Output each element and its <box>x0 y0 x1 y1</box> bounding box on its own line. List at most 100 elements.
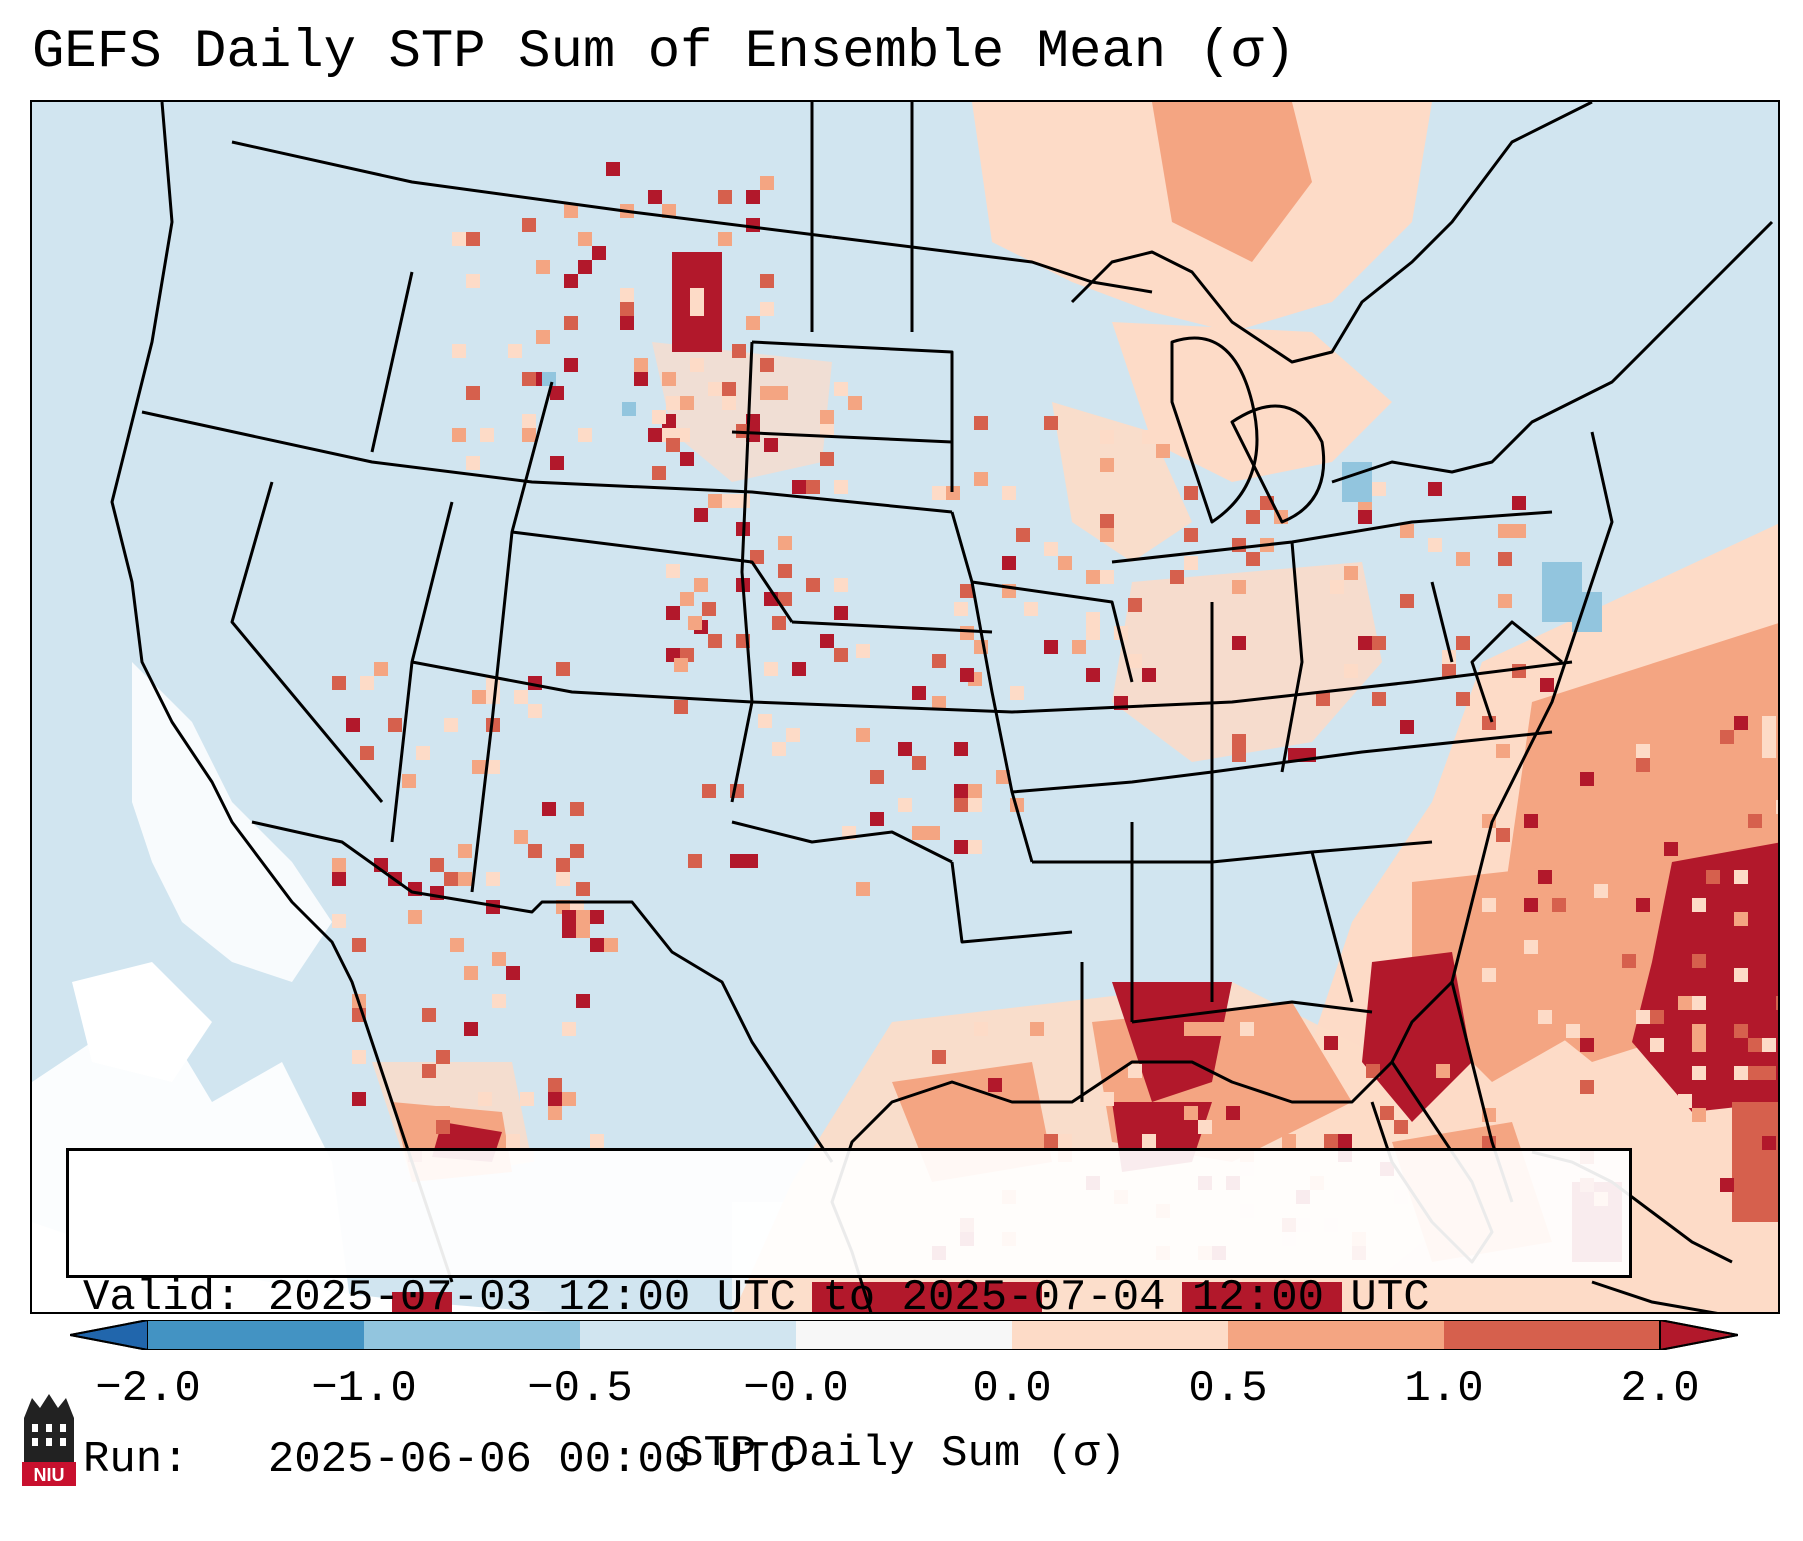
grid-cell <box>1706 870 1720 884</box>
grid-cell <box>1678 996 1692 1010</box>
grid-cell <box>1100 430 1114 444</box>
grid-cell <box>1044 542 1058 556</box>
grid-cell <box>834 648 848 662</box>
grid-cell <box>1100 570 1114 584</box>
grid-cell <box>1030 1022 1044 1036</box>
grid-cell <box>1366 1050 1380 1064</box>
grid-cell <box>528 704 542 718</box>
grid-cell <box>1358 510 1372 524</box>
grid-cell <box>1594 884 1608 898</box>
grid-cell <box>764 662 778 676</box>
grid-cell <box>590 1134 604 1148</box>
grid-cell <box>620 302 634 316</box>
grid-cell <box>1100 528 1114 542</box>
grid-cell <box>746 218 760 232</box>
colorbar-segment <box>1228 1320 1445 1350</box>
valid-row: Valid: 2025-07-03 12:00 UTC to 2025-07-0… <box>83 1271 1629 1325</box>
grid-cell <box>834 578 848 592</box>
grid-cell <box>1086 668 1100 682</box>
grid-cell <box>1044 640 1058 654</box>
grid-cell <box>564 358 578 372</box>
grid-cell <box>988 1106 1002 1120</box>
grid-cell <box>680 592 694 606</box>
grid-cell <box>1762 716 1776 730</box>
grid-cell <box>1358 636 1372 650</box>
grid-cell <box>772 742 786 756</box>
grid-cell <box>1524 884 1538 898</box>
grid-cell <box>578 260 592 274</box>
grid-cell <box>1400 594 1414 608</box>
grid-cell <box>1692 1038 1706 1052</box>
grid-cell <box>486 872 500 886</box>
grid-cell <box>332 872 346 886</box>
grid-cell <box>604 938 618 952</box>
grid-cell <box>722 382 736 396</box>
grid-cell <box>1776 996 1778 1010</box>
colorbar-segment <box>1012 1320 1229 1350</box>
grid-cell <box>746 316 760 330</box>
grid-cell <box>388 718 402 732</box>
grid-cell <box>564 274 578 288</box>
grid-cell <box>550 456 564 470</box>
grid-cell <box>1678 1094 1692 1108</box>
grid-cell <box>556 662 570 676</box>
grid-cell <box>556 858 570 872</box>
grid-cell <box>564 204 578 218</box>
colorbar-tick-label: −1.0 <box>311 1364 417 1414</box>
grid-cell <box>662 204 676 218</box>
grid-cell <box>536 260 550 274</box>
grid-cell <box>360 746 374 760</box>
grid-cell <box>1316 692 1330 706</box>
grid-cell <box>464 966 478 980</box>
grid-cell <box>522 414 536 428</box>
grid-cell <box>764 438 778 452</box>
grid-cell <box>480 428 494 442</box>
grid-cell <box>1496 828 1510 842</box>
grid-cell <box>564 316 578 330</box>
grid-cell <box>898 798 912 812</box>
grid-cell <box>996 770 1010 784</box>
grid-cell <box>360 676 374 690</box>
grid-cell <box>346 718 360 732</box>
grid-cell <box>562 1022 576 1036</box>
grid-cell <box>452 344 466 358</box>
grid-cell <box>760 358 774 372</box>
grid-cell <box>1142 430 1156 444</box>
grid-cell <box>786 728 800 742</box>
valid-value: 2025-07-03 12:00 UTC to 2025-07-04 12:00… <box>267 1273 1430 1323</box>
grid-cell <box>1510 940 1524 954</box>
grid-cell <box>522 372 536 386</box>
grid-cell <box>1734 1122 1748 1136</box>
grid-cell <box>1268 1036 1282 1050</box>
grid-cell <box>666 564 680 578</box>
grid-cell <box>1748 1122 1762 1136</box>
grid-cell <box>606 162 620 176</box>
grid-cell <box>1552 898 1566 912</box>
grid-cell <box>1372 636 1386 650</box>
grid-cell <box>690 358 704 372</box>
grid-cell <box>792 662 806 676</box>
map-panel <box>30 100 1780 1314</box>
grid-cell <box>576 994 590 1008</box>
grid-cell <box>932 486 946 500</box>
grid-cell <box>1496 744 1510 758</box>
grid-cell <box>478 1092 492 1106</box>
grid-cell <box>674 658 688 672</box>
colorbar-tick-label: 1.0 <box>1404 1364 1484 1414</box>
grid-cell <box>1512 524 1526 538</box>
grid-cell <box>750 550 764 564</box>
grid-cell <box>1524 940 1538 954</box>
grid-cell <box>820 634 834 648</box>
grid-cell <box>662 372 676 386</box>
grid-cell <box>718 232 732 246</box>
grid-cell <box>352 938 366 952</box>
grid-cell <box>1044 416 1058 430</box>
colorbar <box>70 1320 1738 1350</box>
grid-cell <box>806 578 820 592</box>
grid-cell <box>332 676 346 690</box>
grid-cell <box>1394 1120 1408 1134</box>
grid-cell <box>1650 1038 1664 1052</box>
grid-cell <box>1100 458 1114 472</box>
grid-cell <box>1498 594 1512 608</box>
colorbar-tick-label: −0.0 <box>743 1364 849 1414</box>
